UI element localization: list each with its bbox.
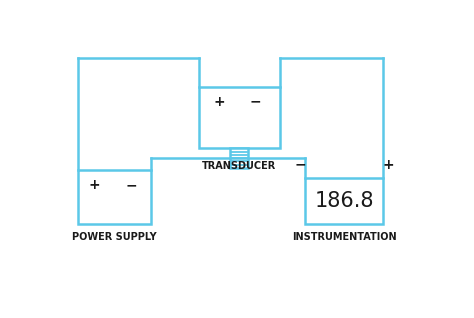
Text: −: − [250, 95, 262, 109]
Text: +: + [382, 158, 394, 172]
Text: INSTRUMENTATION: INSTRUMENTATION [292, 232, 396, 242]
FancyBboxPatch shape [199, 87, 280, 148]
Text: TRANSDUCER: TRANSDUCER [202, 161, 276, 170]
Text: 186.8: 186.8 [314, 191, 374, 211]
Text: POWER SUPPLY: POWER SUPPLY [72, 232, 157, 242]
Text: +: + [88, 178, 100, 192]
FancyBboxPatch shape [305, 178, 383, 224]
Text: +: + [213, 95, 225, 109]
Text: −: − [294, 158, 306, 172]
FancyBboxPatch shape [78, 170, 151, 224]
FancyBboxPatch shape [230, 148, 248, 168]
Text: −: − [125, 178, 137, 192]
